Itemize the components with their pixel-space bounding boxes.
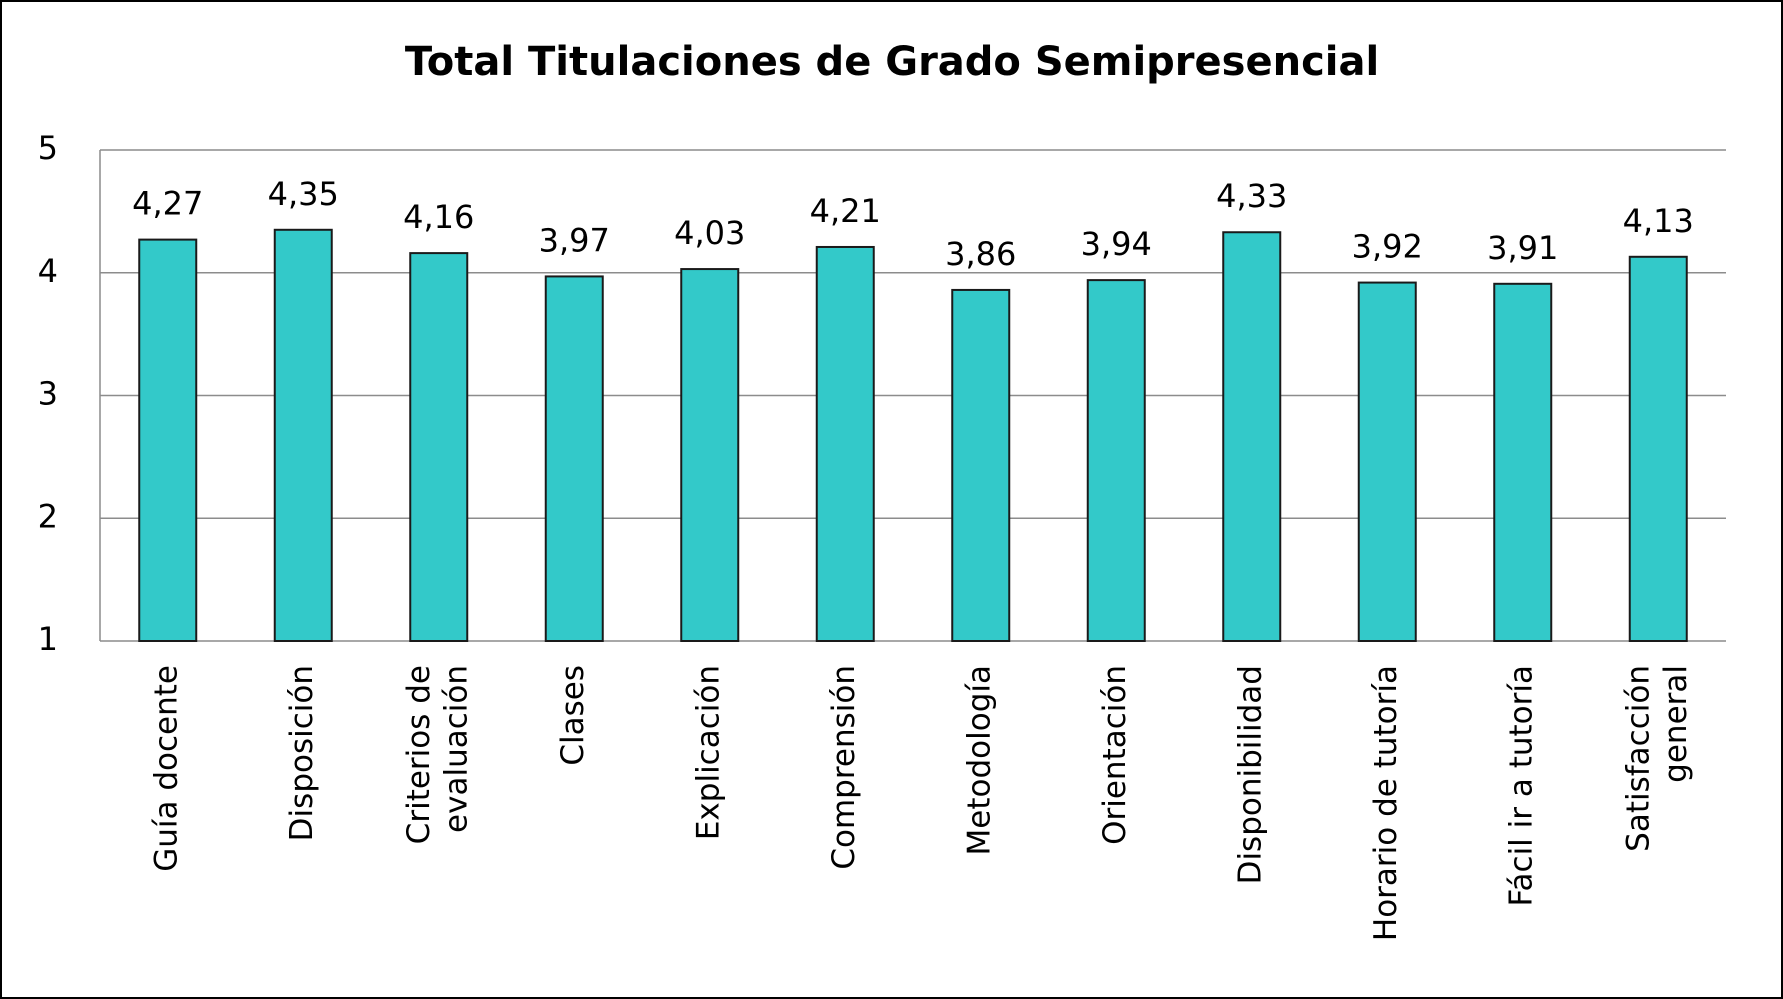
x-tick-label: Metodología: [961, 665, 997, 855]
value-label: 3,92: [1352, 228, 1423, 266]
bar: [1493, 282, 1553, 642]
bar: [273, 228, 333, 642]
value-label: 4,16: [403, 198, 474, 236]
x-tick-label: Disponibilidad: [1232, 665, 1268, 884]
bar: [1222, 231, 1282, 642]
x-tick-label: Clases: [555, 665, 591, 766]
x-tick-label: Guía docente: [148, 665, 184, 872]
x-tick-label: Comprensión: [826, 665, 862, 870]
y-tick-label: 3: [38, 375, 58, 413]
value-label: 4,35: [268, 175, 339, 213]
x-tick-label: Fácil ir a tutoría: [1503, 665, 1539, 906]
value-label: 3,86: [945, 235, 1016, 273]
y-tick-label: 4: [38, 252, 58, 290]
x-tick-label: Disposición: [284, 665, 320, 841]
chart-title: Total Titulaciones de Grado Semipresenci…: [405, 39, 1379, 85]
x-tick-label: Satisfaccióngeneral: [1620, 665, 1693, 852]
bar: [138, 238, 198, 642]
bar: [1628, 255, 1688, 642]
value-label: 3,91: [1487, 229, 1558, 267]
value-label: 3,94: [1081, 225, 1152, 263]
value-label: 4,03: [674, 214, 745, 252]
value-label: 4,33: [1216, 177, 1287, 215]
bar: [951, 288, 1011, 642]
bar: [815, 245, 875, 642]
bar: [680, 268, 740, 642]
y-tick-label: 1: [38, 620, 58, 658]
bar: [409, 252, 469, 643]
x-tick-label: Explicación: [690, 665, 726, 840]
x-tick-label: Orientación: [1097, 665, 1133, 845]
value-label: 3,97: [539, 221, 610, 259]
value-label: 4,21: [810, 192, 881, 230]
y-tick-label: 2: [38, 497, 58, 535]
bar: [1086, 279, 1146, 642]
value-label: 4,13: [1623, 202, 1694, 240]
x-tick-label: Criterios deevaluación: [401, 665, 474, 844]
bar: [1357, 281, 1417, 642]
value-label: 4,27: [132, 185, 203, 223]
bar: [544, 275, 604, 642]
x-tick-label: Horario de tutoría: [1368, 665, 1404, 941]
y-tick-label: 5: [38, 129, 58, 167]
